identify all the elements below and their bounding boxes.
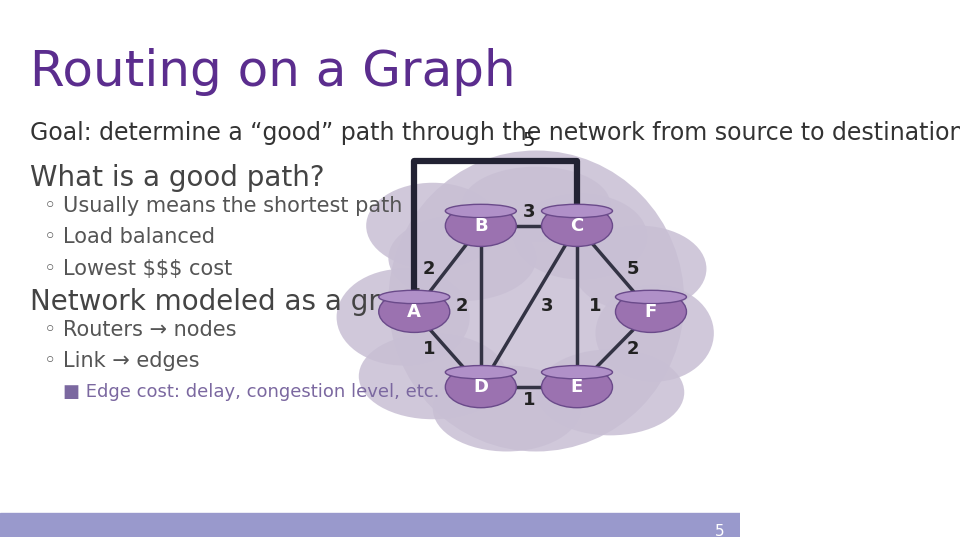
- Text: 1: 1: [422, 340, 435, 359]
- Ellipse shape: [541, 205, 612, 246]
- Bar: [0, 514, 740, 537]
- Text: ◦ Routers → nodes: ◦ Routers → nodes: [44, 320, 237, 340]
- Ellipse shape: [541, 366, 612, 408]
- Ellipse shape: [541, 366, 612, 379]
- Ellipse shape: [537, 349, 684, 435]
- Text: E: E: [571, 378, 583, 396]
- Ellipse shape: [379, 291, 450, 333]
- Text: 2: 2: [422, 260, 435, 278]
- Text: Routing on a Graph: Routing on a Graph: [30, 49, 516, 96]
- Text: B: B: [474, 217, 488, 235]
- Ellipse shape: [445, 366, 516, 408]
- Ellipse shape: [615, 291, 686, 303]
- Text: Goal: determine a “good” path through the network from source to destination: Goal: determine a “good” path through th…: [30, 121, 960, 145]
- Text: 5: 5: [522, 132, 535, 151]
- Text: ◦ Link → edges: ◦ Link → edges: [44, 351, 200, 371]
- Ellipse shape: [389, 215, 537, 301]
- Ellipse shape: [445, 205, 516, 246]
- Ellipse shape: [573, 226, 707, 312]
- Ellipse shape: [463, 167, 611, 242]
- Text: 5: 5: [715, 524, 725, 538]
- Text: ◦ Lowest $$$ cost: ◦ Lowest $$$ cost: [44, 259, 232, 279]
- Text: A: A: [407, 303, 421, 321]
- Ellipse shape: [337, 269, 469, 366]
- Text: ◦ Usually means the shortest path: ◦ Usually means the shortest path: [44, 196, 403, 216]
- Text: F: F: [645, 303, 657, 321]
- Ellipse shape: [541, 204, 612, 218]
- Ellipse shape: [515, 193, 647, 280]
- Text: ◦ Load balanced: ◦ Load balanced: [44, 227, 215, 247]
- Ellipse shape: [445, 366, 516, 379]
- Text: C: C: [570, 217, 584, 235]
- Text: What is a good path?: What is a good path?: [30, 164, 324, 192]
- Text: 3: 3: [541, 298, 554, 315]
- Text: 2: 2: [626, 340, 638, 359]
- Text: 2: 2: [456, 298, 468, 315]
- Text: 5: 5: [626, 260, 638, 278]
- Text: 1: 1: [589, 298, 602, 315]
- Ellipse shape: [445, 204, 516, 218]
- Ellipse shape: [389, 151, 684, 451]
- Text: 1: 1: [522, 392, 535, 409]
- Ellipse shape: [359, 333, 507, 419]
- Ellipse shape: [615, 291, 686, 333]
- Text: 3: 3: [522, 203, 535, 221]
- Ellipse shape: [595, 285, 714, 382]
- Ellipse shape: [433, 366, 581, 451]
- Text: ■ Edge cost: delay, congestion level, etc.: ■ Edge cost: delay, congestion level, et…: [62, 383, 440, 401]
- Ellipse shape: [379, 291, 450, 303]
- Text: Network modeled as a graph: Network modeled as a graph: [30, 288, 432, 315]
- Ellipse shape: [366, 183, 499, 269]
- Text: D: D: [473, 378, 489, 396]
